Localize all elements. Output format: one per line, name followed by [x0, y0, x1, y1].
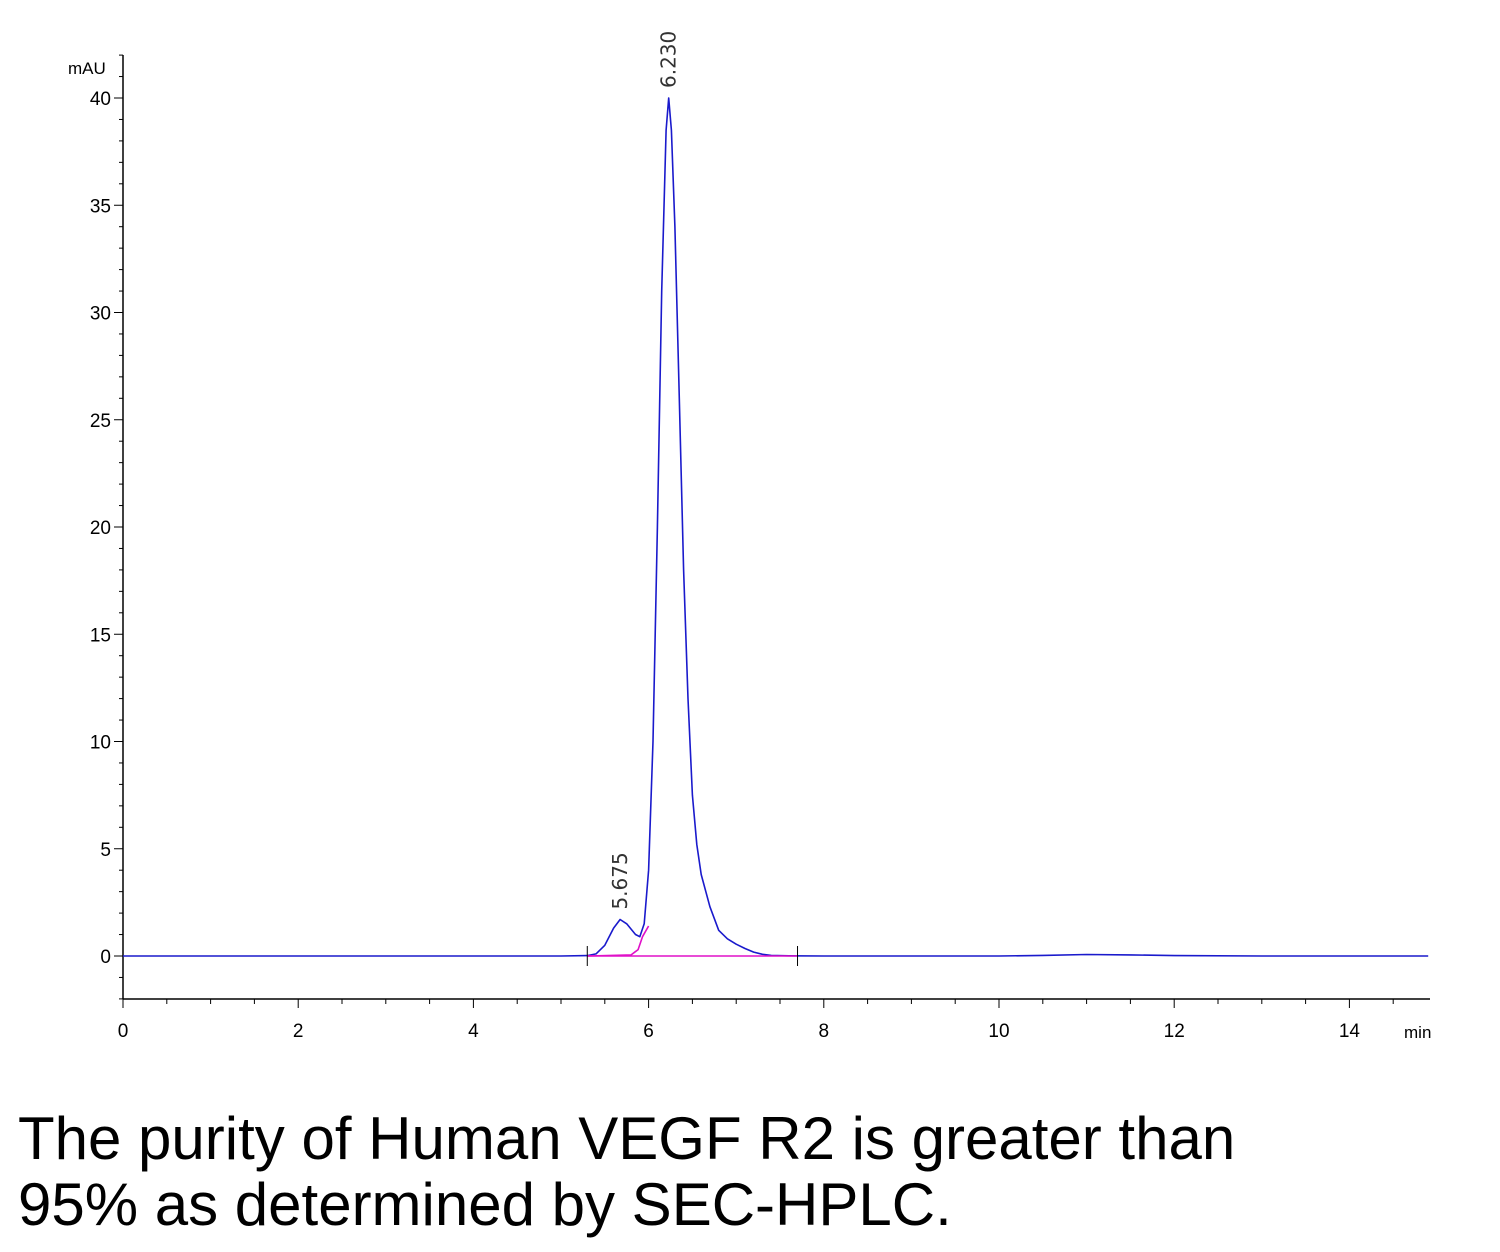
y-tick-label: 30	[90, 304, 111, 325]
caption-line-1: The purity of Human VEGF R2 is greater t…	[18, 1105, 1236, 1172]
y-tick-label: 10	[90, 733, 111, 754]
y-tick-label: 25	[90, 411, 111, 432]
series-line	[123, 97, 1429, 957]
x-axis-unit-label: min	[1404, 1023, 1431, 1042]
series-group	[123, 97, 1429, 957]
axes: 0 5 10 15 20 25 30 35 40 0 2 4 6 8 10 12 14	[90, 54, 1430, 1042]
x-tick-label: 10	[988, 1021, 1009, 1042]
x-tick-label: 8	[819, 1021, 830, 1042]
y-tick-label: 0	[100, 947, 111, 968]
x-tick-label: 6	[643, 1021, 654, 1042]
purity-caption: The purity of Human VEGF R2 is greater t…	[18, 1106, 1478, 1238]
x-tick-label: 4	[468, 1021, 479, 1042]
peak-label: 6.230	[657, 31, 681, 88]
x-tick-label: 2	[293, 1021, 304, 1042]
y-tick-label: 20	[90, 518, 111, 539]
caption-line-2: 95% as determined by SEC-HPLC.	[18, 1171, 952, 1238]
y-tick-label: 5	[100, 840, 111, 861]
y-axis-unit-label: mAU	[68, 59, 106, 78]
y-tick-label: 35	[90, 196, 111, 217]
y-tick-label: 40	[90, 89, 111, 110]
x-tick-label: 14	[1339, 1021, 1361, 1042]
chromatogram-chart: 0 5 10 15 20 25 30 35 40 0 2 4 6 8 10 12 14 5.675 6.230 m…	[68, 31, 1431, 1042]
annotation-group: 5.675 6.230	[586, 31, 799, 966]
x-tick-label: 0	[118, 1021, 129, 1042]
series-line	[587, 925, 650, 957]
peak-label: 5.675	[608, 852, 632, 909]
y-tick-label: 15	[90, 625, 111, 646]
x-tick-label: 12	[1164, 1021, 1185, 1042]
